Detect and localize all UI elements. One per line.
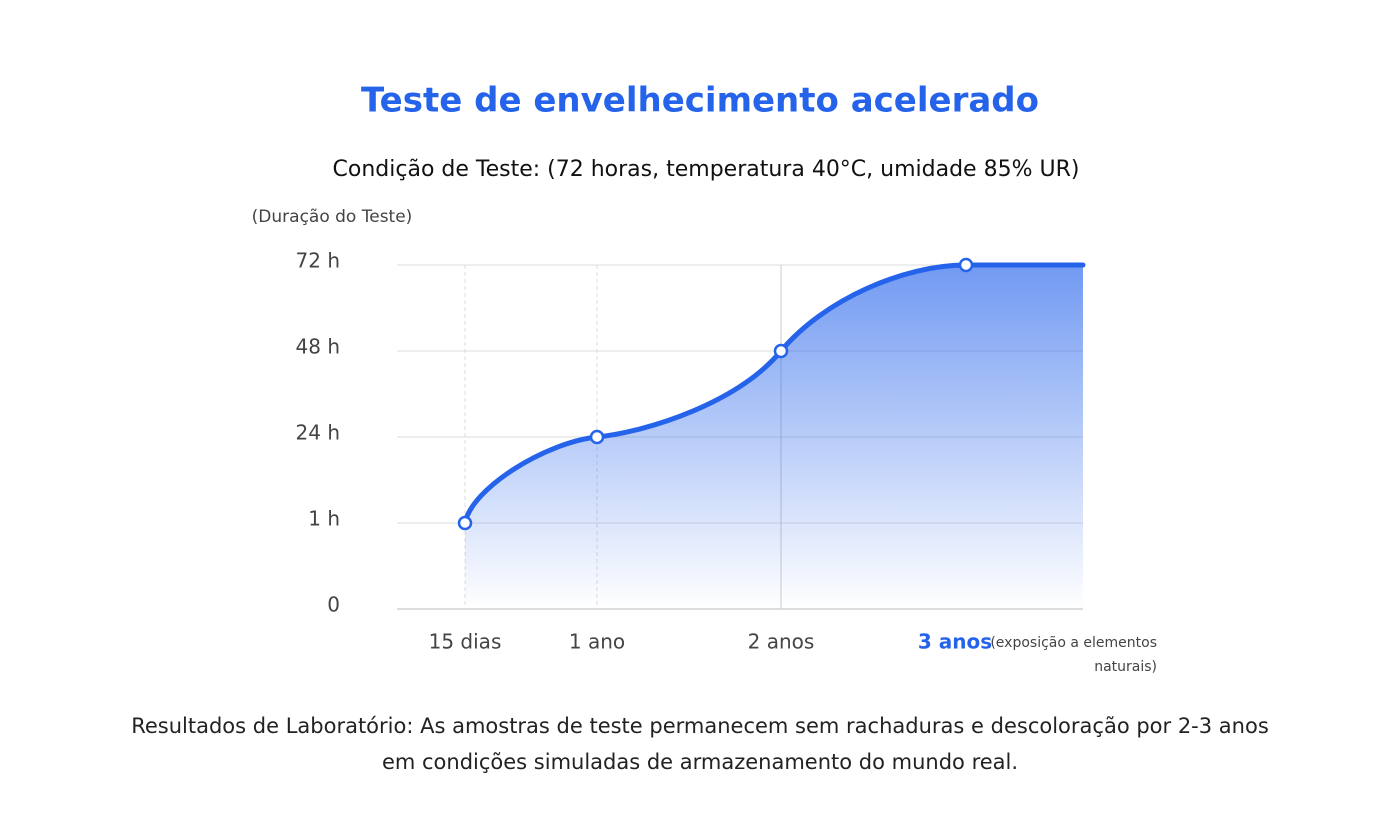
annotation-line: naturais) — [1094, 659, 1157, 675]
chart-subtitle: Condição de Teste: (72 horas, temperatur… — [333, 157, 1080, 182]
annotation: (exposição a elementos naturais) — [990, 635, 1157, 675]
x-tick-label: 3 anos — [918, 630, 992, 654]
y-axis-label: (Duração do Teste) — [252, 207, 413, 227]
y-tick-label: 24 h — [296, 421, 340, 445]
area — [465, 265, 1083, 609]
x-tick-label: 1 ano — [569, 630, 625, 654]
x-tick-label: 15 dias — [429, 630, 502, 654]
y-tick-label: 72 h — [296, 249, 340, 273]
x-tick-label: 2 anos — [748, 630, 815, 654]
y-tick-label: 1 h — [308, 507, 340, 531]
data-point — [958, 257, 974, 273]
annotation-line: (exposição a elementos — [990, 635, 1157, 651]
y-tick-label: 48 h — [296, 335, 340, 359]
data-point — [773, 343, 789, 359]
footer-text: Resultados de Laboratório: As amostras d… — [131, 714, 1269, 774]
line — [462, 262, 969, 526]
chart-title: Teste de envelhecimento acelerado — [361, 81, 1039, 121]
y-tick-label: 0 — [327, 593, 340, 617]
data-point — [589, 429, 605, 445]
plot: 0 1 h 24 h 48 h 72 h 15 dias 1 ano 2 anos 3 anos… — [296, 249, 1157, 676]
data-point — [457, 515, 473, 531]
